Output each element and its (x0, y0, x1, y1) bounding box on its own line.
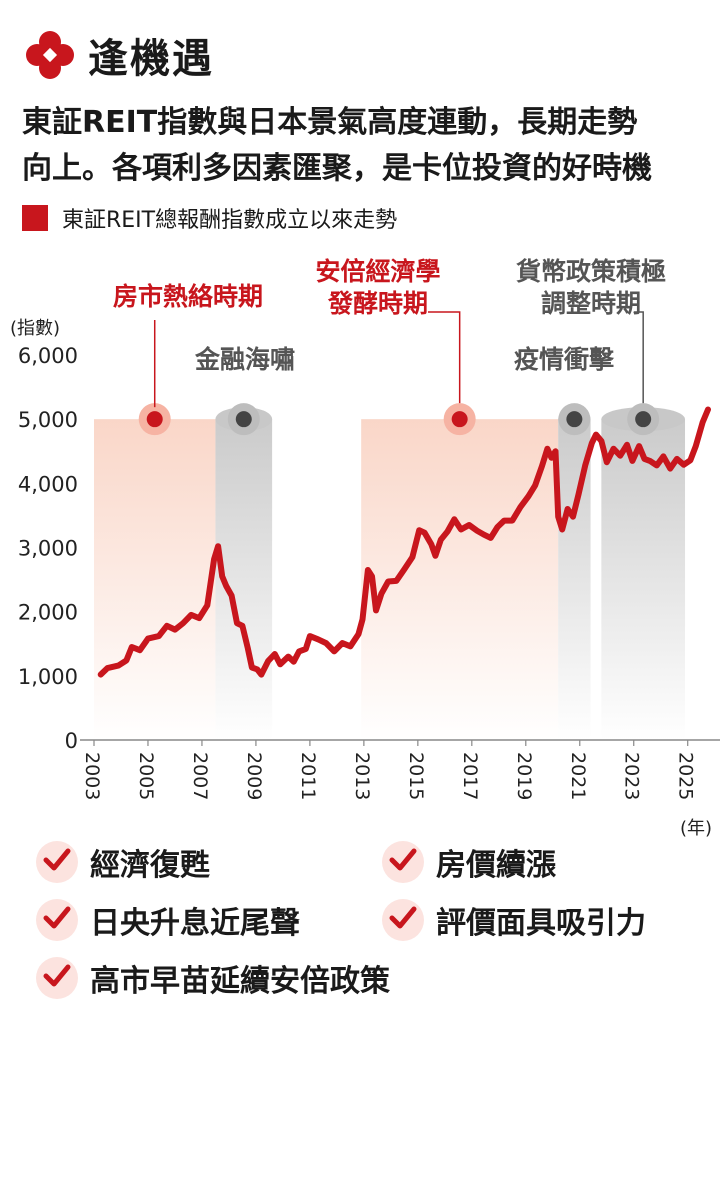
x-tick-label: 2021 (567, 752, 589, 800)
legend-label: 東証REIT總報酬指數成立以來走勢 (62, 208, 398, 233)
x-tick-label: 2003 (81, 752, 103, 800)
y-tick-label: 0 (65, 729, 78, 753)
y-tick-label: 6,000 (18, 344, 78, 368)
check-item-5: 高市早苗延續安倍政策 (36, 956, 390, 1000)
x-tick-label: 2015 (405, 752, 427, 800)
x-axis-label: (年) (680, 818, 712, 839)
x-tick-label: 2017 (459, 752, 481, 800)
check-item-3: 日央升息近尾聲 (36, 898, 300, 942)
headline-line-2: 向上。各項利多因素匯聚，是卡位投資的好時機 (22, 151, 652, 186)
y-tick-label: 3,000 (18, 537, 78, 561)
period-band (94, 419, 216, 740)
checkmark-icon (36, 899, 78, 941)
x-tick-label: 2025 (675, 752, 697, 800)
series-line (97, 406, 711, 678)
checkmark-icon (382, 841, 424, 883)
check-label: 房價續漲 (436, 848, 556, 883)
period-marker (635, 411, 652, 428)
period-label: 安倍經濟學發酵時期 (315, 257, 440, 318)
period-marker (451, 411, 468, 428)
period-label: 房市熱絡時期 (113, 282, 263, 311)
check-label: 評價面具吸引力 (436, 906, 646, 941)
x-tick-label: 2005 (135, 752, 157, 800)
x-tick-label: 2011 (297, 752, 319, 800)
x-tick-label: 2009 (243, 752, 265, 800)
check-label: 經濟復甦 (90, 848, 210, 883)
period-marker (235, 411, 252, 428)
period-leader-line (428, 311, 461, 404)
brand-header: 逢機遇 (24, 26, 214, 84)
period-label: 疫情衝擊 (514, 345, 615, 374)
y-tick-label: 5,000 (18, 408, 78, 432)
checkmark-icon (36, 841, 78, 883)
red-flower-logo-icon (26, 31, 74, 79)
headline: 東証REIT指數與日本景氣高度連動，長期走勢 向上。各項利多因素匯聚，是卡位投資… (22, 100, 712, 192)
check-item-1: 經濟復甦 (36, 840, 210, 884)
x-tick-label: 2023 (621, 752, 643, 800)
legend-swatch (22, 205, 48, 231)
check-item-2: 房價續漲 (382, 840, 556, 884)
checkmark-icon (36, 957, 78, 999)
check-label: 高市早苗延續安倍政策 (90, 964, 390, 999)
y-axis-label: (指數) (10, 318, 60, 339)
y-tick-label: 1,000 (18, 665, 78, 689)
checkmark-icon (382, 899, 424, 941)
y-tick-label: 4,000 (18, 472, 78, 496)
x-tick-label: 2013 (351, 752, 373, 800)
period-band (601, 419, 686, 740)
headline-line-1: 東証REIT指數與日本景氣高度連動，長期走勢 (22, 105, 638, 140)
y-tick-label: 2,000 (18, 601, 78, 625)
period-label: 貨幣政策積極調整時期 (516, 257, 666, 318)
period-marker (146, 411, 163, 428)
chart-legend: 東証REIT總報酬指數成立以來走勢 (22, 202, 397, 234)
period-leader-line (634, 311, 644, 404)
period-label: 金融海嘯 (194, 345, 295, 374)
check-label: 日央升息近尾聲 (90, 906, 300, 941)
brand-name: 逢機遇 (88, 36, 214, 82)
period-marker (566, 411, 583, 428)
check-item-4: 評價面具吸引力 (382, 898, 646, 942)
x-tick-label: 2007 (189, 752, 211, 800)
x-tick-label: 2019 (513, 752, 535, 800)
